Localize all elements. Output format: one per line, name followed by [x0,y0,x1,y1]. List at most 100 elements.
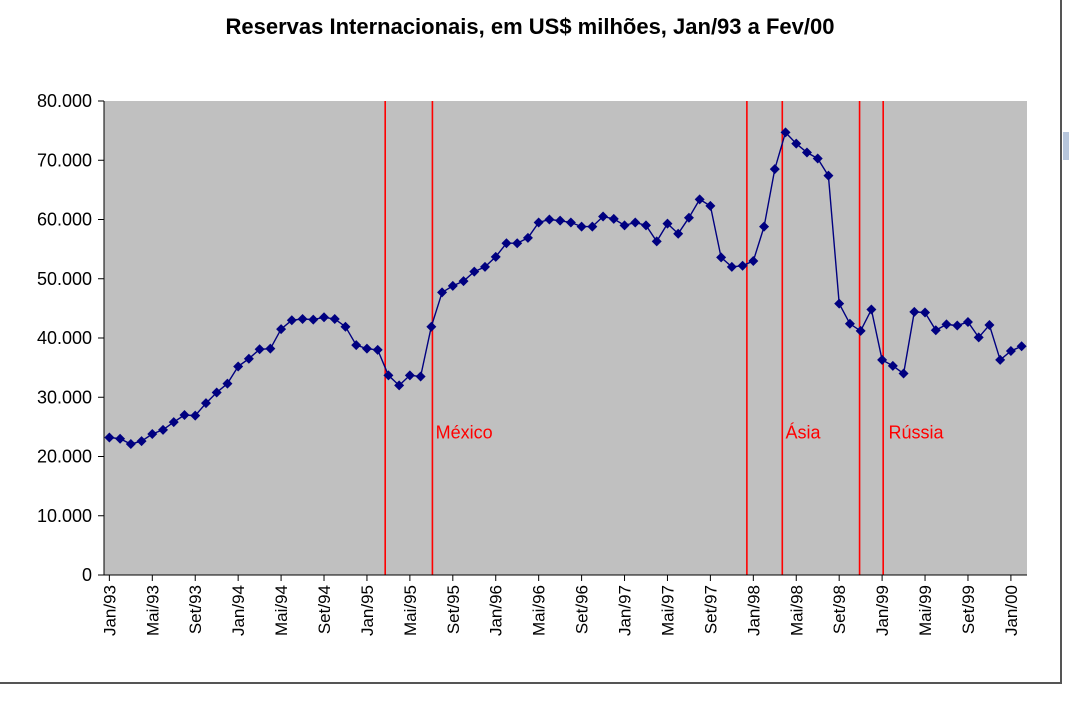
data-point [222,378,233,389]
y-tick-label: 10.000 [37,506,92,526]
y-tick-label: 60.000 [37,210,92,230]
data-point [834,298,845,309]
data-point [286,315,297,326]
data-point [598,211,609,222]
x-tick-label: Jan/00 [1002,585,1021,636]
data-point [801,147,812,158]
data-point [726,261,737,272]
data-point [737,260,748,271]
data-point [329,314,340,325]
data-point [351,340,362,351]
x-tick-label: Mai/97 [658,585,677,636]
data-point [673,228,684,239]
x-tick-label: Set/93 [186,585,205,634]
data-point [544,214,555,225]
x-tick-label: Jan/99 [873,585,892,636]
data-point [372,344,383,355]
x-tick-label: Mai/98 [787,585,806,636]
data-point [877,354,888,365]
window-edge-strip [1063,132,1069,160]
data-point [361,343,372,354]
x-tick-label: Set/99 [959,585,978,634]
data-point [437,287,448,298]
data-point [501,238,512,249]
data-point [630,217,641,228]
x-tick-label: Mai/95 [401,585,420,636]
data-point [759,221,770,232]
x-tick-label: Set/97 [701,585,720,634]
data-point [533,217,544,228]
data-point [716,252,727,263]
data-point [844,318,855,329]
data-point [480,261,491,272]
event-label: México [436,423,493,443]
data-point [866,304,877,315]
data-point [1016,341,1027,352]
data-point [265,343,276,354]
x-tick-label: Jan/98 [744,585,763,636]
x-tick-label: Mai/99 [916,585,935,636]
axes: 0 10.000 20.000 30.000 40.000 50.000 60.000 70.… [37,91,1027,636]
data-point [662,218,673,229]
y-tick-label: 50.000 [37,269,92,289]
x-tick-label: Jan/96 [487,585,506,636]
data-point [909,306,920,317]
x-tick-label: Mai/96 [530,585,549,636]
data-point [447,280,458,291]
data-point [651,236,662,247]
x-tick-label: Jan/97 [616,585,635,636]
data-point [995,354,1006,365]
chart-title: Reservas Internacionais, em US$ milhões,… [226,14,835,39]
data-point [855,325,866,336]
event-lines [384,101,884,575]
data-point [823,170,834,181]
data-point [694,194,705,205]
y-tick-label: 0 [82,565,92,585]
data-point [415,371,426,382]
data-point [319,312,330,323]
data-point [179,410,190,421]
data-point [297,314,308,325]
data-point [941,319,952,330]
data-point [683,212,694,223]
data-point [276,324,287,335]
data-point [619,220,630,231]
data-point [576,221,587,232]
data-point [200,398,211,409]
data-point [125,439,136,450]
data-point [158,424,169,435]
x-tick-label: Set/98 [830,585,849,634]
data-point [705,200,716,211]
data-point [1005,346,1016,357]
data-point [608,213,619,224]
event-annotations: México Ásia Rússia [436,423,945,443]
data-point [512,238,523,249]
data-point [791,138,802,149]
x-tick-label: Jan/93 [100,585,119,636]
data-point [522,232,533,243]
data-point [887,360,898,371]
data-point [211,387,222,398]
data-point [469,266,480,277]
data-point [308,314,319,325]
data-point [490,251,501,262]
data-point [920,307,931,318]
data-point [555,215,566,226]
data-point [587,221,598,232]
data-point [984,319,995,330]
data-point [404,370,415,381]
data-point [812,153,823,164]
x-tick-label: Mai/94 [272,585,291,636]
data-point [426,321,437,332]
data-point [340,321,351,332]
data-point [640,220,651,231]
x-tick-label: Set/95 [444,585,463,634]
data-point [973,332,984,343]
data-point [898,368,909,379]
y-tick-label: 20.000 [37,447,92,467]
data-point [769,164,780,175]
data-point [115,433,126,444]
y-tick-label: 70.000 [37,150,92,170]
data-point [190,410,201,421]
